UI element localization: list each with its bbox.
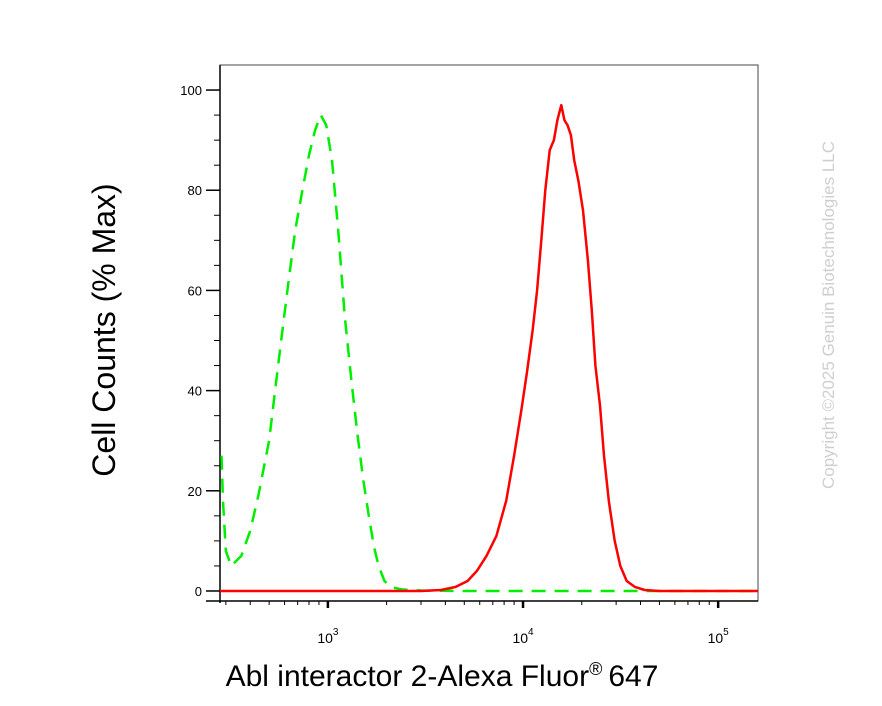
series-line-green-dashed	[220, 113, 758, 593]
y-axis-label: Cell Counts (% Max)	[86, 183, 122, 476]
series-layer	[220, 103, 758, 593]
y-tick-label: 20	[188, 484, 202, 499]
x-tick-label: 104	[512, 627, 534, 646]
y-tick-label: 100	[180, 83, 202, 98]
plot-frame	[219, 64, 759, 602]
x-tick-exponent: 3	[333, 627, 339, 638]
x-tick-base: 10	[708, 630, 724, 646]
x-tick-label: 105	[708, 627, 730, 646]
x-tick-label: 103	[317, 627, 339, 646]
x-tick-base: 10	[317, 630, 333, 646]
series-line-red-solid	[220, 103, 758, 593]
registered-mark: ®	[589, 659, 602, 679]
x-axis-label: Abl interactor 2-Alexa Fluor® 647	[226, 659, 659, 693]
y-tick-label: 0	[195, 584, 202, 599]
copyright-watermark: Copyright ©2025 Genuin Biotechnologies L…	[819, 141, 838, 489]
x-tick-exponent: 4	[528, 627, 534, 638]
x-tick-exponent: 5	[723, 627, 729, 638]
y-tick-label: 40	[188, 384, 202, 399]
y-tick-label: 80	[188, 183, 202, 198]
axes	[206, 64, 759, 608]
y-tick-label: 60	[188, 283, 202, 298]
x-tick-base: 10	[512, 630, 528, 646]
